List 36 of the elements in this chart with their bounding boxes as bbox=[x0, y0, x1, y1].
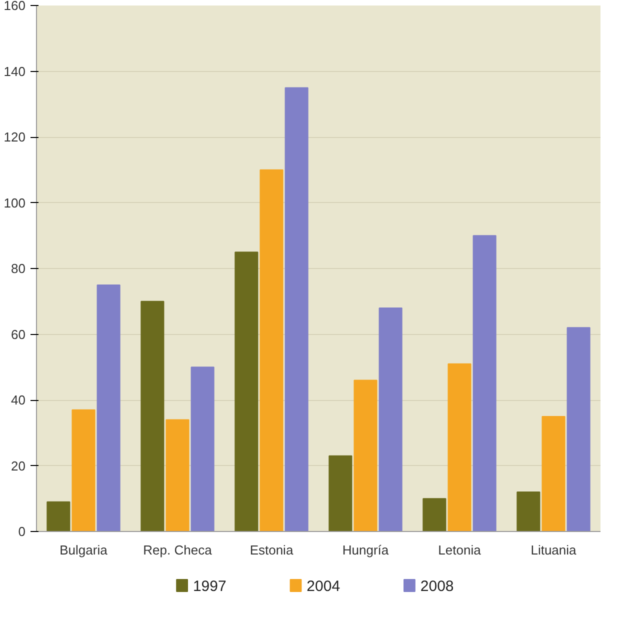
bar bbox=[96, 284, 120, 532]
bar bbox=[448, 363, 472, 532]
x-tick-label: Hungría bbox=[342, 542, 390, 558]
bar bbox=[260, 169, 284, 532]
bar bbox=[46, 501, 70, 532]
y-tick-label: 140 bbox=[4, 64, 26, 79]
y-tick-label: 80 bbox=[11, 261, 26, 276]
legend-label: 1997 bbox=[192, 578, 226, 595]
y-tick-label: 20 bbox=[11, 458, 26, 474]
bar bbox=[166, 419, 190, 532]
bar bbox=[542, 416, 566, 532]
y-tick-label: 40 bbox=[11, 392, 26, 408]
x-tick-label: Rep. Checa bbox=[143, 542, 213, 558]
legend-label: 2008 bbox=[420, 578, 454, 595]
bar bbox=[354, 380, 378, 532]
x-tick-label: Lituania bbox=[530, 542, 578, 558]
bar bbox=[472, 235, 496, 532]
bar bbox=[234, 252, 258, 532]
bar bbox=[284, 87, 308, 532]
legend-label: 2004 bbox=[306, 578, 340, 595]
y-tick-label: 100 bbox=[4, 195, 26, 210]
y-tick-label: 120 bbox=[4, 130, 26, 144]
x-tick-label: Bulgaria bbox=[60, 542, 108, 558]
bar bbox=[140, 300, 164, 532]
x-tick-label: Letonia bbox=[438, 542, 482, 558]
bar bbox=[72, 409, 96, 532]
bar bbox=[328, 455, 352, 532]
y-tick-label: 60 bbox=[11, 326, 26, 342]
bar bbox=[378, 307, 402, 532]
bar bbox=[190, 366, 214, 532]
bar bbox=[516, 492, 540, 532]
y-tick-label: 0 bbox=[18, 524, 26, 539]
x-tick-label: Estonia bbox=[250, 542, 294, 558]
y-tick-label: 160 bbox=[4, 0, 26, 13]
bar bbox=[566, 327, 590, 532]
bar bbox=[422, 498, 446, 532]
